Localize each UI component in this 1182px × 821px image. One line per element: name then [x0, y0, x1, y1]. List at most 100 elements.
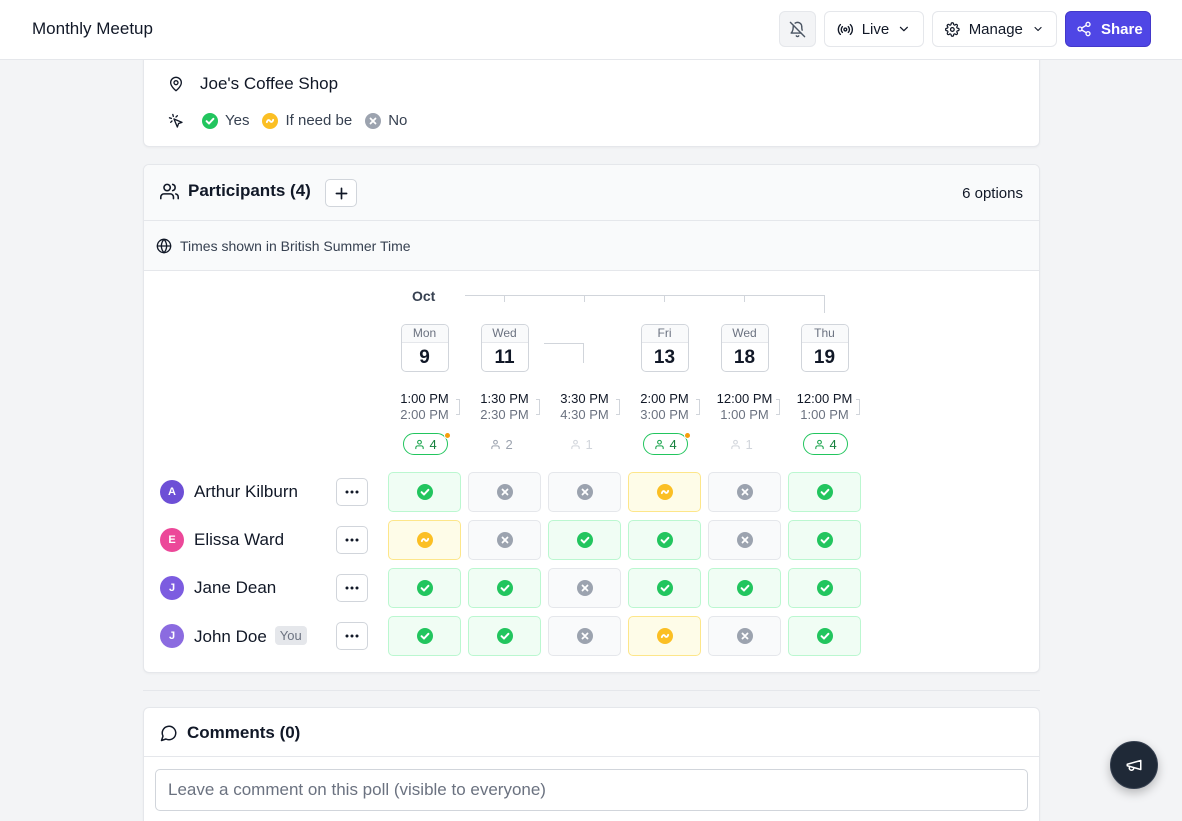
- users-icon: [160, 183, 179, 199]
- top-bar: Monthly Meetup Live Manage Share: [0, 0, 1182, 60]
- no-x-icon: [496, 532, 513, 548]
- no-x-icon: [576, 580, 593, 596]
- share-button[interactable]: Share: [1065, 11, 1151, 47]
- time-bracket: [615, 399, 620, 415]
- comment-input[interactable]: [155, 769, 1028, 811]
- gear-icon: [945, 21, 960, 37]
- participant-name-wrap: Jane Dean: [194, 578, 276, 598]
- option-day: 13: [653, 347, 676, 368]
- yes-check-icon: [416, 484, 433, 500]
- option-participant-count: 4: [402, 432, 451, 455]
- add-participant-button[interactable]: [325, 179, 357, 207]
- map-pin-icon: [170, 76, 182, 92]
- vote-cell-yes: [468, 568, 541, 608]
- no-x-icon: [736, 628, 753, 644]
- vote-cell-yes: [388, 568, 461, 608]
- vote-cell-no: [708, 616, 781, 656]
- time-bracket: [535, 399, 540, 415]
- no-x-icon: [736, 484, 753, 500]
- option-end-time: 1:00 PM: [800, 407, 849, 422]
- participant-row: J Jane Dean: [160, 568, 1020, 608]
- option-end-time: 4:30 PM: [560, 407, 609, 422]
- vote-cell-ifneedbe: [388, 520, 461, 560]
- option-date-box: Mon 9: [400, 324, 449, 372]
- live-dropdown-button[interactable]: Live: [824, 11, 924, 47]
- month-label: Oct: [412, 288, 436, 304]
- timezone-notice[interactable]: Times shown in British Summer Time: [144, 221, 1039, 271]
- participant-more-button[interactable]: [336, 622, 368, 650]
- notifications-button[interactable]: [779, 11, 816, 47]
- option-start-time: 3:30 PM: [560, 391, 609, 406]
- ifneedbe-icon: [656, 484, 673, 500]
- option-date-box: Wed 18: [720, 324, 769, 372]
- user-icon: [570, 439, 580, 449]
- option-day: 18: [733, 347, 756, 368]
- ifneedbe-icon: [416, 532, 433, 548]
- avatar: J: [160, 624, 184, 648]
- participant-name-wrap: Arthur Kilburn: [194, 482, 298, 502]
- yes-check-icon: [816, 484, 833, 500]
- vote-cell-yes: [788, 616, 861, 656]
- yes-check-icon: [496, 580, 513, 596]
- option-start-time: 12:00 PM: [716, 391, 773, 406]
- megaphone-icon: [1126, 759, 1142, 771]
- participants-card: Participants (4) 6 options Times shown i…: [143, 164, 1040, 673]
- option-weekday: Wed: [721, 325, 768, 343]
- user-icon: [814, 439, 824, 449]
- option-participant-count: 4: [802, 433, 848, 455]
- option-start-time: 12:00 PM: [796, 391, 853, 406]
- participant-more-button[interactable]: [336, 526, 368, 554]
- time-bracket: [855, 399, 860, 415]
- vote-cell-yes: [468, 616, 541, 656]
- globe-icon: [156, 237, 172, 254]
- option-time-range: 12:00 PM 1:00 PM: [705, 391, 785, 423]
- manage-label: Manage: [968, 20, 1023, 38]
- comments-divider: [144, 756, 1039, 757]
- no-x-icon: [365, 112, 382, 129]
- option-participant-count: 1: [730, 433, 753, 455]
- date-group-tick: [584, 295, 585, 302]
- count-value: 2: [505, 436, 513, 452]
- option-weekday: Fri: [641, 325, 688, 343]
- pending-dot: [443, 432, 451, 439]
- option-end-time: 2:00 PM: [400, 407, 449, 422]
- poll-title: Monthly Meetup: [32, 19, 153, 38]
- option-date-box: Wed 11: [480, 324, 529, 372]
- participant-more-button[interactable]: [336, 574, 368, 602]
- vote-cell-yes: [788, 520, 861, 560]
- yes-check-icon: [202, 112, 218, 129]
- date-group-tick: [664, 295, 665, 302]
- option-end-time: 1:00 PM: [720, 407, 769, 422]
- share-label: Share: [1101, 20, 1143, 38]
- manage-dropdown-button[interactable]: Manage: [932, 11, 1057, 47]
- no-x-icon: [736, 532, 753, 548]
- option-time-range: 2:00 PM 3:00 PM: [625, 391, 705, 423]
- vote-legend: Yes If need be No: [168, 112, 420, 129]
- participants-title: Participants (4): [160, 181, 311, 201]
- vote-cell-no: [708, 472, 781, 512]
- broadcast-icon: [837, 23, 853, 35]
- ifneedbe-icon: [262, 112, 279, 129]
- yes-check-icon: [816, 580, 833, 596]
- vote-cell-yes: [628, 520, 701, 560]
- feedback-button[interactable]: [1110, 741, 1158, 789]
- participant-name-wrap: John Doe You: [194, 626, 307, 647]
- same-day-line: [583, 343, 584, 363]
- option-weekday: Mon: [401, 325, 448, 343]
- location-row: Joe's Coffee Shop: [168, 74, 338, 94]
- more-horizontal-icon: [345, 490, 359, 494]
- vote-cell-no: [548, 568, 621, 608]
- options-count: 6 options: [962, 185, 1023, 202]
- more-horizontal-icon: [345, 634, 359, 638]
- vote-cell-yes: [788, 472, 861, 512]
- yes-check-icon: [416, 580, 433, 596]
- date-group-tick: [824, 295, 825, 313]
- yes-check-icon: [496, 628, 513, 644]
- comments-card: Comments (0): [143, 707, 1040, 821]
- vote-cell-yes: [788, 568, 861, 608]
- option-time-range: 1:30 PM 2:30 PM: [465, 391, 545, 423]
- date-group-tick: [504, 295, 505, 302]
- participant-more-button[interactable]: [336, 478, 368, 506]
- bell-off-icon: [789, 21, 806, 37]
- pending-dot: [683, 432, 691, 439]
